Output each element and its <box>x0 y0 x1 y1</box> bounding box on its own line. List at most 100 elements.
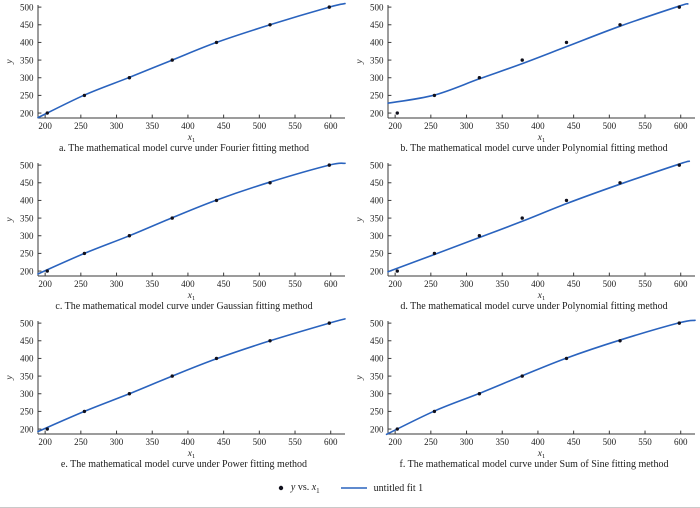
x-tick-label: 200 <box>38 437 52 447</box>
y-tick-label: 200 <box>20 108 34 118</box>
x-tick-label: 200 <box>388 279 402 289</box>
y-tick-label: 200 <box>20 266 34 276</box>
subplot-b: 200 250 300 350 400 450 500 550 600 200 250 300 350 4… <box>350 0 700 158</box>
x-tick-label: 400 <box>181 437 195 447</box>
y-tick-label: 250 <box>370 249 384 259</box>
x-tick-label: 200 <box>38 121 52 131</box>
y-axis-label: y <box>355 217 365 223</box>
caption-f: f. The mathematical model curve under Su… <box>399 459 669 470</box>
y-tick-label: 350 <box>370 371 384 381</box>
y-tick-label: 300 <box>20 73 34 83</box>
data-point <box>432 93 437 98</box>
x-tick-label: 550 <box>638 437 652 447</box>
x-tick-label: 550 <box>288 279 302 289</box>
x-tick-label: 400 <box>181 121 195 131</box>
data-point <box>214 40 219 45</box>
data-point <box>618 23 622 27</box>
x-tick-label: 500 <box>603 279 617 289</box>
data-point <box>395 427 399 431</box>
plot-polynomial-b: 200 250 300 350 400 450 500 550 600 200 250 300 350 4… <box>355 2 695 142</box>
x-tick-label: 300 <box>460 437 474 447</box>
y-tick-label: 250 <box>20 91 34 101</box>
data-point <box>45 427 49 431</box>
y-tick-label: 250 <box>20 249 34 259</box>
data-point <box>395 269 399 273</box>
data-point <box>477 234 482 238</box>
x-tick-label: 300 <box>110 121 124 131</box>
x-tick-label: 500 <box>253 279 267 289</box>
x-tick-label: 500 <box>603 121 617 131</box>
data-point <box>432 409 437 414</box>
y-tick-label: 500 <box>370 2 384 12</box>
data-point <box>214 356 219 361</box>
y-tick-label: 300 <box>370 389 384 399</box>
x-tick-label: 250 <box>74 121 88 131</box>
x-tick-label: 350 <box>145 279 159 289</box>
fit-curve <box>37 2 346 119</box>
x-tick-label: 400 <box>181 279 195 289</box>
data-point <box>395 111 399 115</box>
fit-curve <box>37 318 346 433</box>
x-tick-label: 350 <box>495 437 509 447</box>
x-axis-label: x1 <box>187 449 195 458</box>
legend: y vs. x1 untitled fit 1 <box>0 476 700 500</box>
x-tick-label: 600 <box>324 121 338 131</box>
x-tick-label: 550 <box>638 279 652 289</box>
data-point <box>520 216 524 220</box>
y-tick-label: 400 <box>20 38 34 48</box>
y-tick-label: 500 <box>20 318 34 328</box>
data-point <box>520 58 524 62</box>
data-point <box>170 374 174 378</box>
y-axis-label: y <box>355 375 365 381</box>
x-tick-label: 600 <box>674 437 688 447</box>
x-tick-label: 500 <box>253 121 267 131</box>
data-point <box>45 111 49 115</box>
data-point <box>327 163 331 167</box>
scatter-marker-icon <box>278 485 284 491</box>
data-point <box>327 321 331 325</box>
x-tick-label: 450 <box>217 121 231 131</box>
y-axis-label: y <box>5 217 15 223</box>
x-tick-label: 250 <box>424 121 438 131</box>
y-tick-label: 400 <box>370 196 384 206</box>
data-point <box>564 356 569 361</box>
x-tick-label: 250 <box>74 279 88 289</box>
y-tick-label: 250 <box>20 407 34 417</box>
x-tick-label: 350 <box>145 437 159 447</box>
y-tick-label: 200 <box>20 424 34 434</box>
data-point <box>45 269 49 273</box>
data-point <box>477 76 482 80</box>
data-point <box>170 58 174 62</box>
y-tick-label: 350 <box>20 55 34 65</box>
y-tick-label: 200 <box>370 108 384 118</box>
x-tick-label: 550 <box>288 437 302 447</box>
x-tick-label: 350 <box>495 279 509 289</box>
fit-curve <box>387 160 691 273</box>
y-tick-label: 400 <box>20 354 34 364</box>
x-tick-label: 350 <box>495 121 509 131</box>
y-tick-label: 400 <box>370 354 384 364</box>
subplot-f: 200 250 300 350 400 450 500 550 600 200 250 300 350 4… <box>350 316 700 474</box>
x-tick-label: 300 <box>110 437 124 447</box>
plot-gaussian: 200 250 300 350 400 450 500 550 600 200 250 300 350 4… <box>5 160 346 300</box>
data-point <box>618 339 622 343</box>
y-tick-label: 450 <box>20 178 34 188</box>
x-tick-label: 250 <box>424 437 438 447</box>
y-axis-label: y <box>355 59 365 65</box>
caption-e: e. The mathematical model curve under Po… <box>60 459 308 470</box>
data-point <box>677 321 681 325</box>
x-tick-label: 450 <box>217 437 231 447</box>
data-point <box>327 5 331 9</box>
x-tick-label: 500 <box>253 437 267 447</box>
x-tick-label: 200 <box>388 437 402 447</box>
x-tick-label: 200 <box>38 279 52 289</box>
y-tick-label: 450 <box>370 20 384 30</box>
data-point <box>268 339 272 343</box>
data-point <box>477 392 482 396</box>
plot-polynomial-d: 200 250 300 350 400 450 500 550 600 200 250 300 350 4… <box>355 160 695 300</box>
data-point <box>82 251 87 256</box>
y-tick-label: 300 <box>370 231 384 241</box>
fit-curve <box>385 319 696 436</box>
x-tick-label: 450 <box>217 279 231 289</box>
x-axis-label: x1 <box>187 133 195 142</box>
